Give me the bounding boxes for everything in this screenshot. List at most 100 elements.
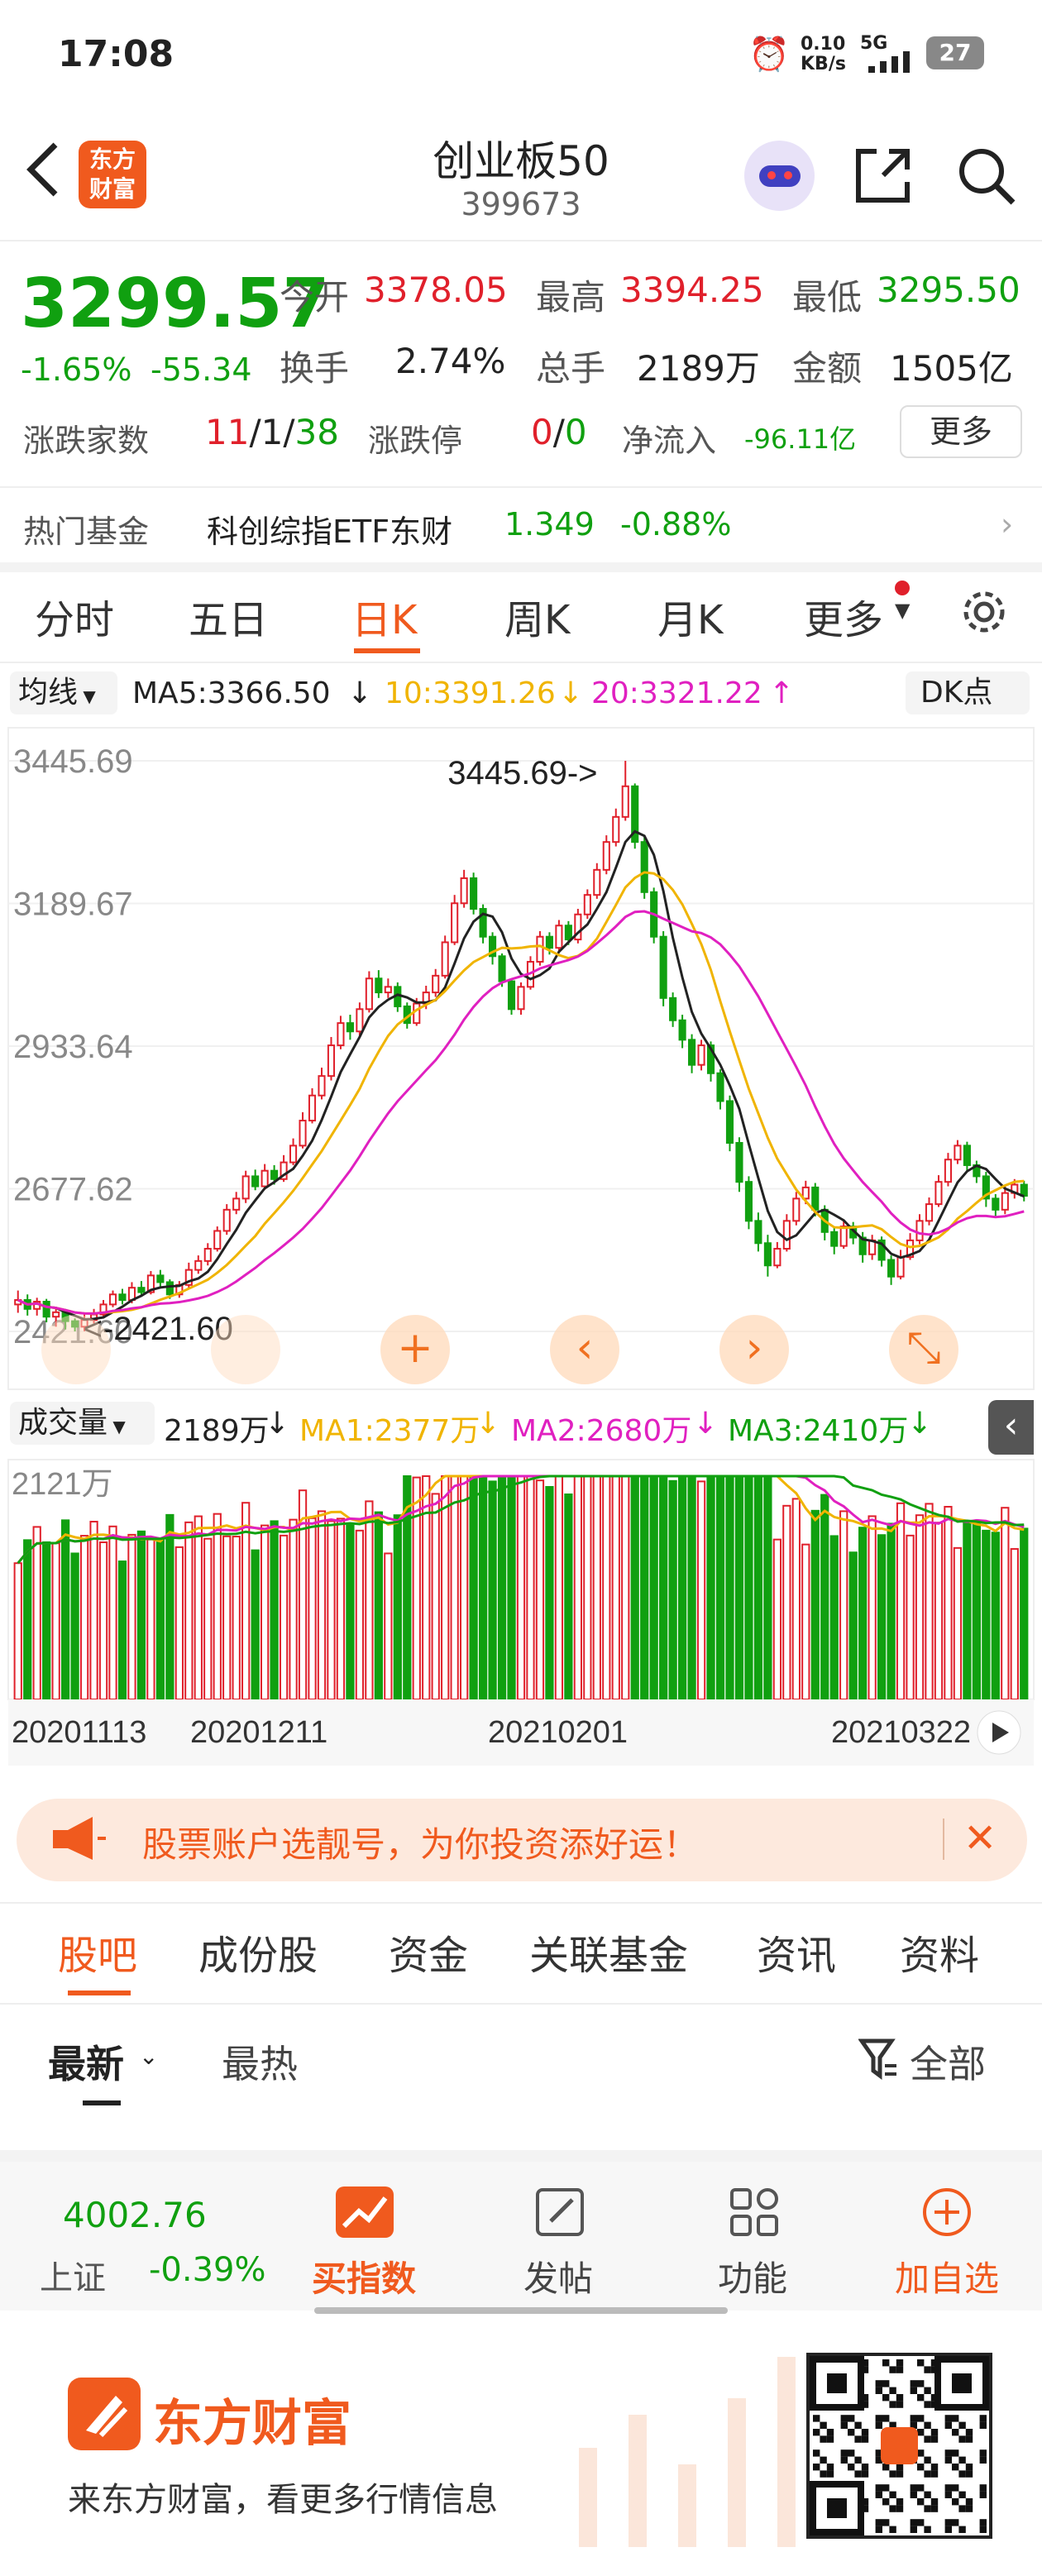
zoom-in-button[interactable]: + <box>380 1315 450 1384</box>
qr-module <box>875 2526 882 2533</box>
share-icon[interactable] <box>852 145 914 207</box>
qr-module <box>930 2464 939 2471</box>
sort-hot[interactable]: 最热 <box>222 2042 298 2086</box>
search-icon[interactable] <box>955 145 1017 207</box>
index-ticker[interactable]: 4002.76 上证 -0.39% <box>0 2162 266 2311</box>
qr-module <box>979 2449 987 2457</box>
status-bar: 17:08 ⏰ 0.10 KB/s 5G 27 <box>0 0 1042 112</box>
qr-module <box>917 2449 925 2457</box>
gear-icon[interactable] <box>959 587 1009 637</box>
volume-mode-select[interactable]: 成交量 ▼ <box>10 1402 155 1445</box>
volume-bar <box>659 1475 668 1700</box>
promo-banner[interactable]: 股票账户选靓号，为你投资添好运！ ✕ <box>17 1799 1027 1881</box>
volume-bar <box>554 1475 564 1700</box>
volume-bar: 成交量 ▼ 2189万 ↓ MA1:2377万 ↓ MA2:2680万 ↓ MA… <box>0 1400 1042 1455</box>
tab-forum[interactable]: 股吧 <box>58 1933 138 1979</box>
kline-chart[interactable]: 3445.69 3189.67 2933.64 2677.62 2421.60 3445.… <box>0 719 1042 1398</box>
tab-related-funds[interactable]: 关联基金 <box>529 1933 689 1979</box>
qr-module <box>861 2359 869 2367</box>
close-icon[interactable]: ✕ <box>963 1815 997 1862</box>
candle <box>337 1022 345 1047</box>
qr-module <box>924 2456 931 2464</box>
vol-ma3-line <box>17 1474 1025 1565</box>
volume-bar <box>279 1534 289 1701</box>
tab-monthly-k[interactable]: 月K <box>657 597 724 643</box>
tab-daily-k[interactable]: 日K <box>351 597 418 643</box>
sort-latest[interactable]: 最新 <box>48 2042 124 2086</box>
back-icon[interactable] <box>18 136 68 203</box>
qr-module <box>917 2498 925 2506</box>
tab-minute[interactable]: 分时 <box>35 597 115 643</box>
candle <box>631 785 639 844</box>
qr-module <box>854 2421 862 2429</box>
tab-news[interactable]: 资讯 <box>757 1933 837 1979</box>
next-button[interactable]: › <box>719 1315 789 1384</box>
qr-module <box>965 2464 973 2471</box>
assistant-avatar[interactable] <box>744 141 815 211</box>
candle <box>194 1259 203 1271</box>
volume-bar <box>753 1475 763 1700</box>
dk-point-button[interactable]: DK点 <box>906 671 1030 714</box>
post-button[interactable]: 发帖 <box>504 2186 612 2302</box>
collapse-panel-button[interactable]: ‹ <box>988 1400 1034 1455</box>
qr-module <box>944 2491 952 2498</box>
zoom-out-button[interactable] <box>41 1315 111 1384</box>
qr-module <box>854 2435 862 2443</box>
volume-bar <box>868 1515 877 1700</box>
hot-fund-row[interactable]: 热门基金 科创综指ETF东财 1.349 -0.88% › <box>0 488 1042 562</box>
more-button[interactable]: 更多 <box>900 405 1022 458</box>
filter-icon[interactable] <box>858 2036 900 2081</box>
expand-button[interactable]: ⤡ <box>889 1315 958 1384</box>
post-label: 发帖 <box>523 2258 593 2299</box>
function-button[interactable]: 功能 <box>699 2186 806 2302</box>
candle <box>432 974 440 994</box>
candle <box>735 1141 743 1183</box>
candle <box>992 1197 1000 1211</box>
volume-bar <box>982 1529 991 1700</box>
qr-module <box>840 2449 848 2457</box>
qr-module <box>826 2435 834 2443</box>
high-label: 最高 <box>536 277 606 318</box>
tab-funds-flow[interactable]: 资金 <box>389 1933 469 1979</box>
volume-bar <box>497 1475 507 1700</box>
filter-all[interactable]: 全部 <box>910 2042 986 2086</box>
volume-bar <box>98 1541 108 1700</box>
buy-index-button[interactable]: 买指数 <box>306 2186 422 2302</box>
qr-module <box>910 2484 917 2492</box>
candle <box>564 925 572 941</box>
candle <box>384 986 392 994</box>
candle <box>413 1002 421 1025</box>
volume-bar <box>791 1498 801 1700</box>
qr-module <box>979 2526 987 2533</box>
qr-logo <box>881 2427 918 2464</box>
qr-module <box>917 2394 925 2402</box>
volume-bar <box>1010 1548 1019 1700</box>
add-watchlist-label: 加自选 <box>894 2258 999 2299</box>
volume-bar <box>725 1475 734 1700</box>
candle <box>915 1220 924 1241</box>
footer: 东方财富 来东方财富，看更多行情信息 <box>0 2332 1042 2576</box>
left-button[interactable] <box>211 1315 280 1384</box>
candle <box>241 1175 250 1200</box>
tab-constituents[interactable]: 成份股 <box>198 1933 318 1979</box>
ma-mode-select[interactable]: 均线 ▼ <box>10 671 117 714</box>
qr-module <box>882 2415 890 2422</box>
qr-module <box>924 2491 931 2498</box>
volume-chart[interactable]: 2121万 20201113 20201211 20210201 20210322 <box>0 1451 1042 1778</box>
volume-bar <box>127 1533 136 1700</box>
volume-bar <box>611 1475 620 1700</box>
qr-code <box>806 2353 992 2539</box>
add-watchlist-button[interactable]: 加自选 <box>885 2186 1009 2302</box>
tab-profile[interactable]: 资料 <box>900 1933 980 1979</box>
kline-frame <box>7 727 1035 1390</box>
tab-weekly-k[interactable]: 周K <box>504 597 571 643</box>
qr-module <box>910 2491 917 2498</box>
qr-module <box>979 2519 987 2526</box>
candle <box>327 1044 336 1078</box>
tab-more[interactable]: 更多 <box>804 597 884 643</box>
tab-five-day[interactable]: 五日 <box>189 597 269 643</box>
volume-bar <box>839 1510 848 1700</box>
volume-bar <box>384 1552 393 1700</box>
amount-label: 金额 <box>792 348 863 389</box>
previous-button[interactable]: ‹ <box>550 1315 619 1384</box>
